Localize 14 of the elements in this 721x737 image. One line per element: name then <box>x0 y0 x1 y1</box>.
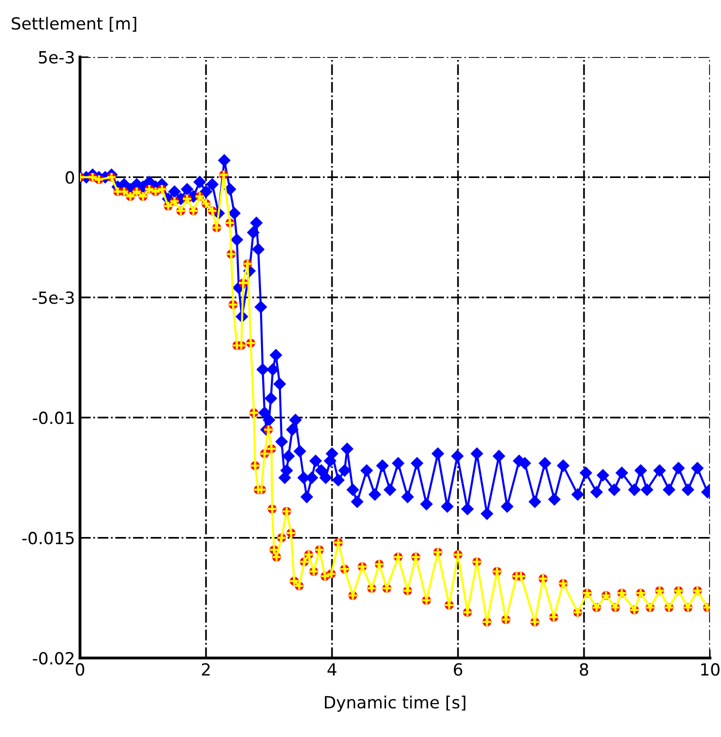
y-tick-label: -0.02 <box>32 652 74 665</box>
y-tick-label: 0 <box>66 171 74 184</box>
y-axis-title: Settlement [m] <box>12 16 136 32</box>
x-tick-label: 10 <box>701 663 720 676</box>
x-tick-label: 8 <box>580 663 588 676</box>
x-tick-label: 4 <box>328 663 336 676</box>
y-tick-label: 5e-3 <box>38 50 74 64</box>
y-tick-label: -0.01 <box>32 412 74 424</box>
y-tick-label: -0.015 <box>22 532 74 544</box>
y-tick-label: -5e-3 <box>32 291 74 304</box>
x-tick-label: 0 <box>76 663 84 676</box>
x-axis-title: Dynamic time [s] <box>324 696 466 712</box>
x-tick-label: 6 <box>454 663 462 676</box>
x-tick-label: 2 <box>202 663 210 676</box>
